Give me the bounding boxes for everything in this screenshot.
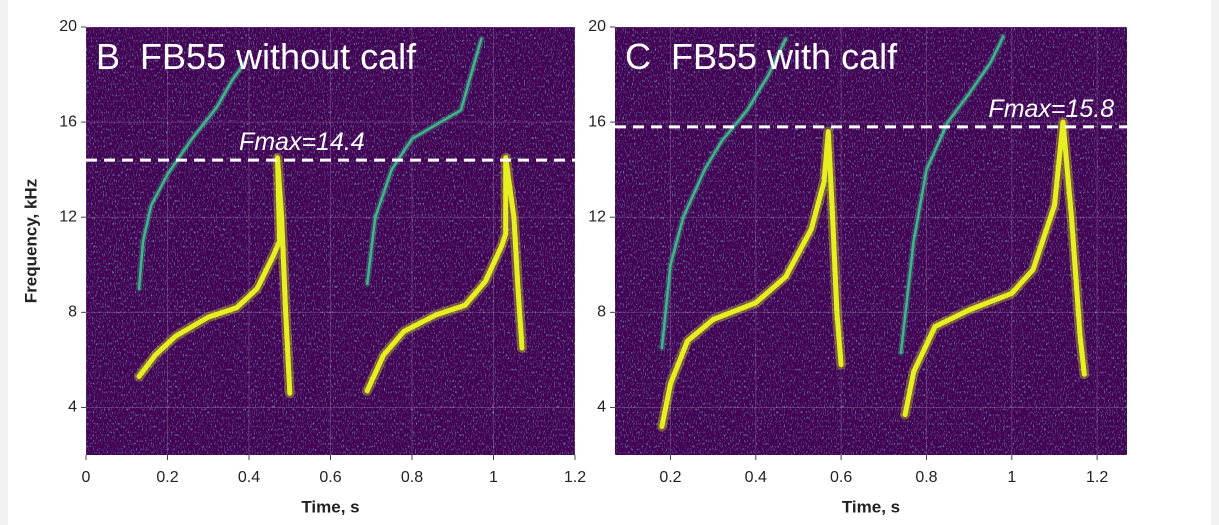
contour bbox=[136, 155, 525, 396]
y-tick-label: 4 bbox=[597, 399, 606, 416]
y-axis-title: Frequency, kHz bbox=[21, 179, 40, 303]
x-axis-title: Time, s bbox=[842, 497, 900, 516]
x-tick-label: 1 bbox=[489, 469, 498, 486]
plot-area bbox=[86, 27, 575, 455]
y-tick-label: 16 bbox=[59, 113, 77, 130]
x-tick-label: 0.4 bbox=[745, 469, 767, 486]
x-tick-label: 0.6 bbox=[830, 469, 852, 486]
panel-title: B FB55 without calf bbox=[96, 36, 417, 77]
noise bbox=[615, 27, 1127, 455]
y-tick-label: 4 bbox=[68, 399, 77, 416]
x-axis-title: Time, s bbox=[301, 497, 359, 516]
fmax-label: Fmax=14.4 bbox=[239, 128, 365, 156]
y-tick-label: 8 bbox=[597, 304, 606, 321]
y-tick-label: 8 bbox=[68, 304, 77, 321]
x-tick-label: 1 bbox=[1007, 469, 1016, 486]
contour bbox=[659, 119, 1087, 429]
y-tick-label: 20 bbox=[59, 18, 77, 35]
x-tick-label: 0.8 bbox=[401, 469, 423, 486]
y-tick-label: 12 bbox=[588, 208, 606, 225]
x-tick-label: 0.6 bbox=[319, 469, 341, 486]
contour bbox=[660, 35, 1005, 355]
fmax-label: Fmax=15.8 bbox=[988, 95, 1114, 123]
x-tick-label: 0.2 bbox=[156, 469, 178, 486]
x-tick-label: 1.2 bbox=[564, 469, 586, 486]
plot-area bbox=[615, 27, 1127, 455]
noise bbox=[86, 27, 575, 455]
x-tick-label: 0.4 bbox=[238, 469, 260, 486]
x-tick-label: 0.2 bbox=[659, 469, 681, 486]
y-tick-label: 20 bbox=[588, 18, 606, 35]
y-tick-label: 12 bbox=[59, 208, 77, 225]
x-tick-label: 0.8 bbox=[915, 469, 937, 486]
x-tick-label: 1.2 bbox=[1086, 469, 1108, 486]
x-tick-label: 0 bbox=[82, 469, 91, 486]
panel-title: C FB55 with calf bbox=[625, 36, 898, 77]
contour bbox=[137, 37, 483, 290]
y-tick-label: 16 bbox=[588, 113, 606, 130]
